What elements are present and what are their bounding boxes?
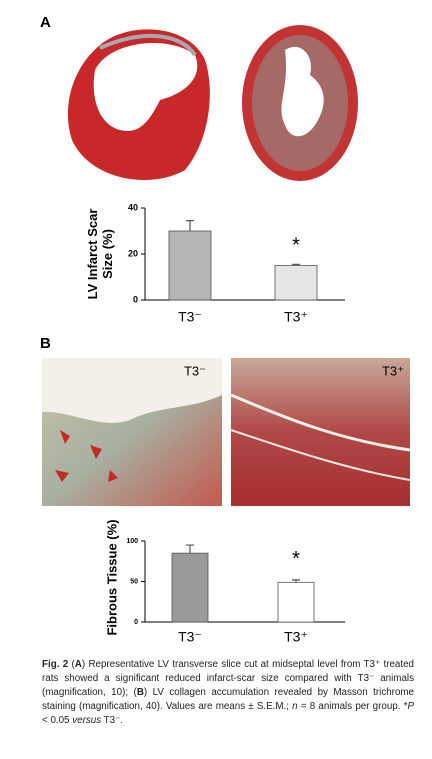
x-tick-label: T3⁺ <box>284 629 308 645</box>
significance-mark: * <box>292 548 300 570</box>
caption-text: n <box>292 701 298 712</box>
y-tick-label: 0 <box>134 619 138 626</box>
x-tick-label: T3⁻ <box>178 309 202 325</box>
y-tick-label: 40 <box>128 202 138 212</box>
y-tick-label: 100 <box>126 538 138 545</box>
caption-text: < 0.05 <box>42 715 73 726</box>
heart-image-right <box>242 25 358 181</box>
y-tick-label: 50 <box>130 578 138 585</box>
caption-text: ( <box>68 659 75 670</box>
panel-label: A <box>40 14 51 31</box>
error-bar <box>292 263 300 266</box>
bar <box>277 581 315 623</box>
image-label: T3⁺ <box>382 363 404 378</box>
heart-image-left <box>67 29 210 180</box>
image-label: T3⁻ <box>184 363 206 378</box>
caption-text: B <box>136 687 144 698</box>
caption-text: Fig. 2 <box>42 659 69 670</box>
caption-text: versus <box>72 715 102 726</box>
error-bar <box>186 220 194 231</box>
caption-text: A <box>74 659 82 670</box>
caption-text: = 8 animals per group. * <box>297 701 408 712</box>
caption-text: ) LV collagen accumulation revealed by M… <box>42 687 415 712</box>
bar <box>168 230 212 301</box>
y-tick-label: 20 <box>128 248 138 258</box>
significance-mark: * <box>292 235 300 257</box>
y-axis-label: LV Infarct Scar Size (%) <box>85 208 115 300</box>
bar <box>171 552 209 623</box>
y-tick-label: 0 <box>133 294 138 304</box>
y-axis-label: Fibrous Tissue (%) <box>104 519 120 636</box>
panel-label: B <box>40 335 51 352</box>
histology-image-left <box>42 358 222 506</box>
caption: Fig. 2 (A) Representative LV transverse … <box>42 658 414 728</box>
x-tick-label: T3⁻ <box>178 629 202 645</box>
caption-text: ) Representative LV transverse slice cut… <box>42 659 414 698</box>
error-bar <box>292 579 300 583</box>
bar <box>274 265 318 301</box>
histology-image-right <box>230 358 411 506</box>
error-bar <box>186 544 194 554</box>
x-tick-label: T3⁺ <box>284 309 308 325</box>
caption-text: T3⁻. <box>101 715 123 726</box>
caption-text: P <box>407 701 414 712</box>
